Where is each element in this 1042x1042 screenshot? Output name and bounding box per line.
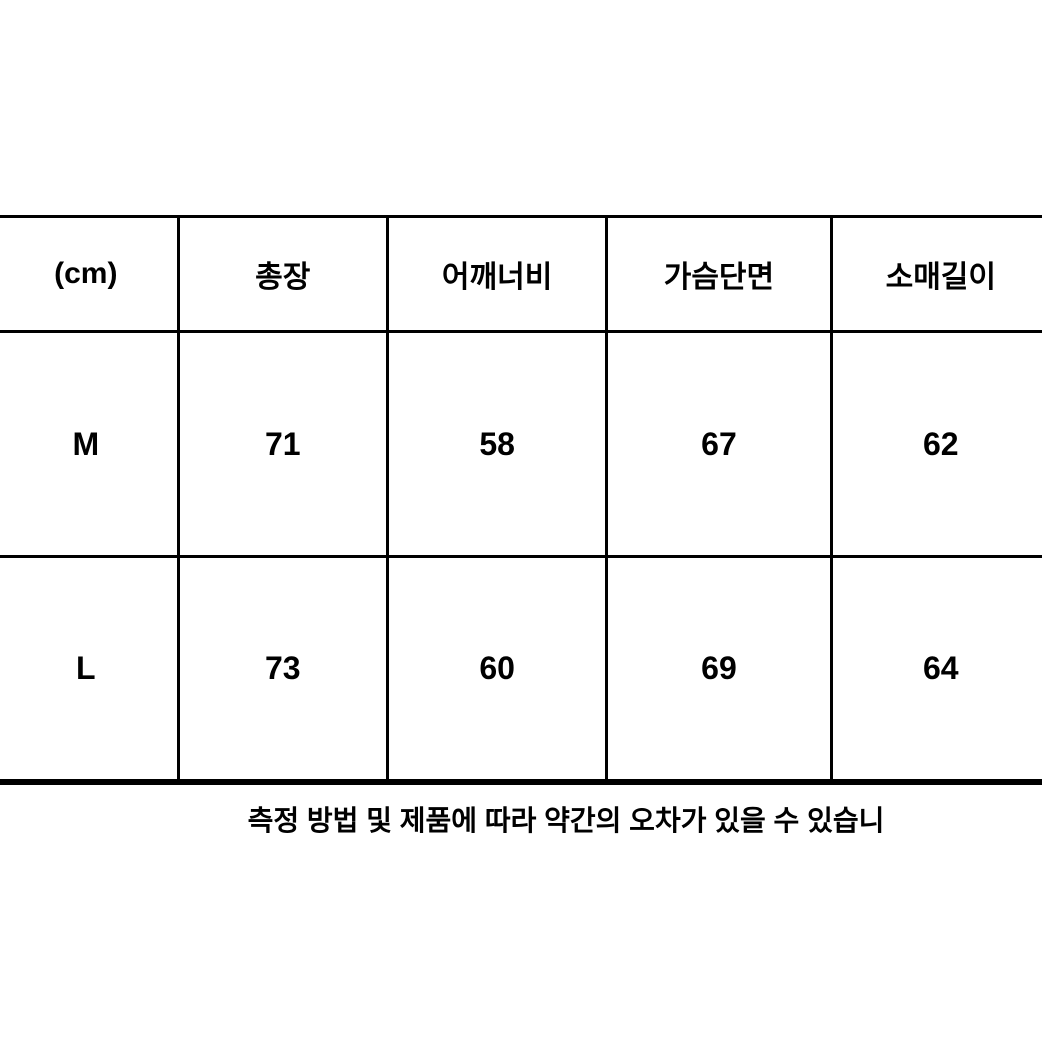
header-shoulder-width: 어깨너비 — [387, 217, 606, 332]
cell-value: 67 — [607, 332, 831, 557]
header-unit: (cm) — [0, 217, 178, 332]
header-sleeve-length: 소매길이 — [831, 217, 1042, 332]
header-chest-section: 가슴단면 — [607, 217, 831, 332]
cell-value: 62 — [831, 332, 1042, 557]
size-table: (cm) 총장 어깨너비 가슴단면 소매길이 M 71 58 67 62 L 7… — [0, 215, 1042, 785]
measurement-footnote: 측정 방법 및 제품에 따라 약간의 오차가 있을 수 있습니 — [0, 799, 1042, 839]
cell-value: 60 — [387, 557, 606, 782]
size-label-m: M — [0, 332, 178, 557]
cell-value: 69 — [607, 557, 831, 782]
table-row: M 71 58 67 62 — [0, 332, 1042, 557]
cell-value: 64 — [831, 557, 1042, 782]
size-table-container: (cm) 총장 어깨너비 가슴단면 소매길이 M 71 58 67 62 L 7… — [0, 215, 1042, 785]
cell-value: 58 — [387, 332, 606, 557]
header-total-length: 총장 — [178, 217, 387, 332]
cell-value: 71 — [178, 332, 387, 557]
size-label-l: L — [0, 557, 178, 782]
table-header-row: (cm) 총장 어깨너비 가슴단면 소매길이 — [0, 217, 1042, 332]
table-row: L 73 60 69 64 — [0, 557, 1042, 782]
cell-value: 73 — [178, 557, 387, 782]
